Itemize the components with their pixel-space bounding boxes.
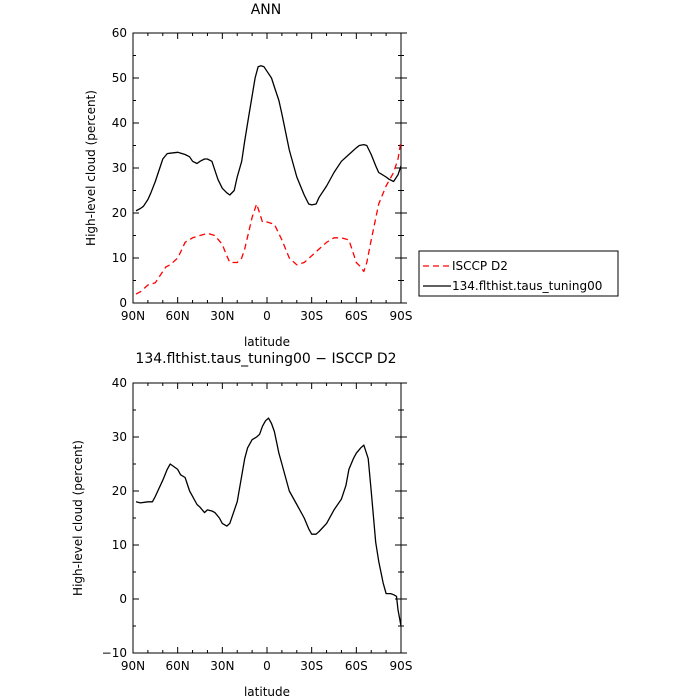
axis-ticks: 90N 60N 30N 0 30S 60S 90S −10 0 10 20 30 40 bbox=[102, 376, 413, 673]
x-tick-label: 30S bbox=[300, 659, 323, 673]
plot-frame bbox=[132, 382, 402, 654]
chart-title: 134.flthist.taus_tuning00 − ISCCP D2 bbox=[135, 351, 396, 367]
x-tick-label: 90N bbox=[121, 659, 145, 673]
axis-ticks: 90N 60N 30N 0 30S 60S 90S 0 10 20 30 40 50 60 bbox=[112, 26, 413, 323]
y-tick-label: 20 bbox=[112, 206, 127, 220]
x-axis-label: latitude bbox=[244, 335, 290, 349]
y-axis-label: High-level cloud (percent) bbox=[71, 440, 85, 596]
y-tick-label: 60 bbox=[112, 26, 127, 40]
legend-box bbox=[418, 250, 619, 297]
legend: ISCCP D2 134.flthist.taus_tuning00 bbox=[418, 250, 619, 297]
x-tick-label: 60S bbox=[345, 309, 368, 323]
series-lines bbox=[135, 417, 402, 627]
y-tick-label: 30 bbox=[112, 430, 127, 444]
series-line-0 bbox=[135, 417, 402, 627]
chart-difference: 134.flthist.taus_tuning00 − ISCCP D2 90N… bbox=[71, 351, 412, 699]
y-tick-label: 40 bbox=[112, 376, 127, 390]
series-line-1 bbox=[135, 65, 402, 212]
x-tick-label: 90S bbox=[390, 659, 413, 673]
chart-title: ANN bbox=[251, 2, 282, 18]
x-tick-label: 60N bbox=[166, 659, 190, 673]
x-tick-label: 30S bbox=[300, 309, 323, 323]
y-tick-label: 10 bbox=[112, 251, 127, 265]
x-tick-label: 30N bbox=[210, 659, 234, 673]
y-tick-label: 30 bbox=[112, 161, 127, 175]
x-tick-label: 0 bbox=[263, 659, 271, 673]
y-tick-label: 40 bbox=[112, 116, 127, 130]
legend-label-model: 134.flthist.taus_tuning00 bbox=[452, 279, 602, 293]
y-tick-label: 50 bbox=[112, 71, 127, 85]
y-tick-label: 10 bbox=[112, 538, 127, 552]
x-axis-label: latitude bbox=[244, 685, 290, 699]
y-tick-label: 0 bbox=[119, 296, 127, 310]
x-tick-label: 90N bbox=[121, 309, 145, 323]
legend-label-isccp: ISCCP D2 bbox=[452, 259, 508, 273]
x-tick-label: 60N bbox=[166, 309, 190, 323]
x-tick-label: 30N bbox=[210, 309, 234, 323]
series-lines bbox=[135, 65, 402, 295]
y-tick-label: −10 bbox=[102, 646, 127, 660]
series-line-0 bbox=[135, 140, 402, 295]
x-tick-label: 90S bbox=[390, 309, 413, 323]
y-tick-label: 0 bbox=[119, 592, 127, 606]
y-axis-label: High-level cloud (percent) bbox=[84, 90, 98, 246]
x-tick-label: 0 bbox=[263, 309, 271, 323]
chart-annual-cloud: ANN 90N 60N 30N 0 30S 60S 90S 0 10 20 30 40 50 60 lat… bbox=[84, 2, 412, 349]
x-tick-label: 60S bbox=[345, 659, 368, 673]
y-tick-label: 20 bbox=[112, 484, 127, 498]
